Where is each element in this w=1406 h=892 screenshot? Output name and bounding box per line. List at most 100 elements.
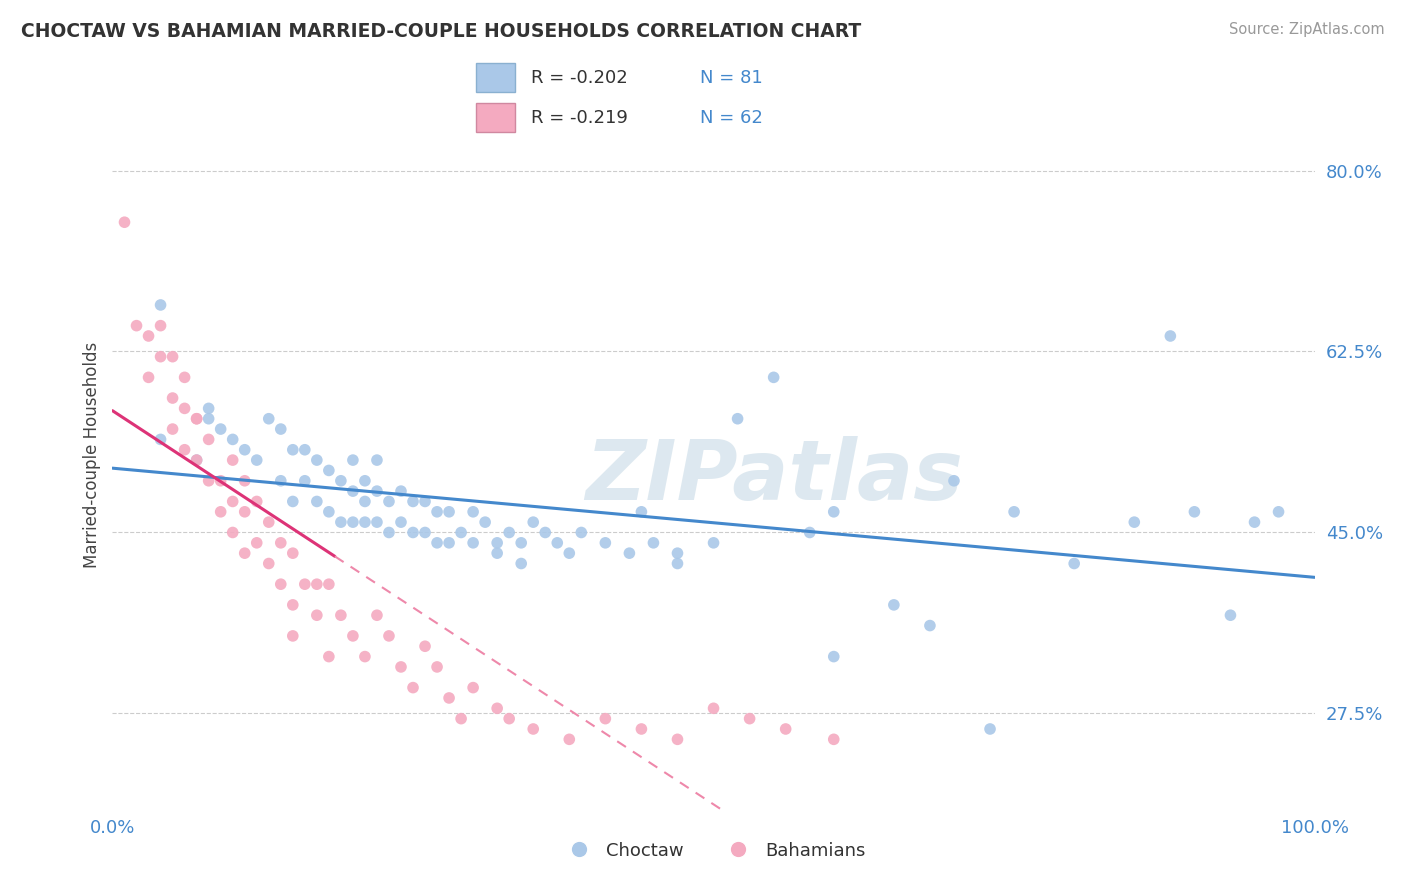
- Point: [558, 732, 581, 747]
- Point: [342, 629, 364, 643]
- Text: CHOCTAW VS BAHAMIAN MARRIED-COUPLE HOUSEHOLDS CORRELATION CHART: CHOCTAW VS BAHAMIAN MARRIED-COUPLE HOUSE…: [21, 22, 862, 41]
- Point: [233, 442, 256, 457]
- Point: [413, 525, 436, 540]
- Point: [246, 494, 269, 508]
- Point: [354, 649, 377, 664]
- Point: [389, 660, 412, 674]
- Text: Source: ZipAtlas.com: Source: ZipAtlas.com: [1229, 22, 1385, 37]
- Point: [305, 577, 328, 591]
- Point: [738, 712, 761, 726]
- Point: [318, 463, 340, 477]
- Point: [149, 350, 172, 364]
- Point: [413, 494, 436, 508]
- Point: [318, 577, 340, 591]
- Point: [522, 722, 544, 736]
- Point: [197, 411, 219, 425]
- Point: [558, 546, 581, 560]
- Point: [643, 536, 665, 550]
- Point: [149, 433, 172, 447]
- Point: [162, 422, 184, 436]
- Point: [149, 298, 172, 312]
- Point: [762, 370, 785, 384]
- Point: [510, 557, 533, 571]
- Point: [1063, 557, 1085, 571]
- Point: [727, 411, 749, 425]
- Point: [281, 629, 304, 643]
- Point: [366, 515, 388, 529]
- Point: [426, 536, 449, 550]
- Point: [437, 505, 460, 519]
- Point: [378, 525, 401, 540]
- Point: [1267, 505, 1289, 519]
- Point: [257, 411, 280, 425]
- Point: [281, 598, 304, 612]
- Point: [222, 525, 245, 540]
- Point: [173, 442, 195, 457]
- Point: [437, 690, 460, 705]
- Point: [270, 577, 292, 591]
- Text: N = 62: N = 62: [700, 109, 763, 127]
- Point: [270, 536, 292, 550]
- Point: [450, 712, 472, 726]
- Point: [305, 608, 328, 623]
- Point: [1002, 505, 1025, 519]
- Point: [510, 536, 533, 550]
- Point: [294, 577, 316, 591]
- Point: [209, 422, 232, 436]
- Point: [366, 453, 388, 467]
- Point: [619, 546, 641, 560]
- Point: [918, 618, 941, 632]
- Point: [979, 722, 1001, 736]
- Point: [378, 494, 401, 508]
- Point: [354, 474, 377, 488]
- Point: [522, 515, 544, 529]
- Point: [246, 536, 269, 550]
- Point: [1219, 608, 1241, 623]
- Point: [595, 712, 617, 726]
- Point: [222, 433, 245, 447]
- Point: [186, 453, 208, 467]
- Point: [498, 525, 520, 540]
- Point: [173, 370, 195, 384]
- Point: [474, 515, 496, 529]
- Point: [799, 525, 821, 540]
- Point: [342, 484, 364, 499]
- Point: [209, 474, 232, 488]
- Point: [630, 722, 652, 736]
- Point: [486, 536, 509, 550]
- Point: [294, 442, 316, 457]
- FancyBboxPatch shape: [475, 103, 515, 132]
- Point: [257, 515, 280, 529]
- Point: [569, 525, 592, 540]
- Point: [437, 536, 460, 550]
- Point: [378, 629, 401, 643]
- Point: [775, 722, 797, 736]
- Text: ZIPatlas: ZIPatlas: [585, 436, 963, 516]
- Point: [450, 525, 472, 540]
- Point: [257, 557, 280, 571]
- Point: [823, 649, 845, 664]
- Point: [546, 536, 568, 550]
- Point: [222, 453, 245, 467]
- Point: [125, 318, 148, 333]
- Point: [413, 639, 436, 653]
- Point: [209, 505, 232, 519]
- Point: [486, 546, 509, 560]
- Point: [281, 494, 304, 508]
- Point: [702, 701, 725, 715]
- Point: [942, 474, 965, 488]
- Point: [197, 401, 219, 416]
- Point: [402, 525, 425, 540]
- Point: [461, 536, 484, 550]
- Text: N = 81: N = 81: [700, 69, 763, 87]
- Point: [318, 505, 340, 519]
- Point: [666, 557, 689, 571]
- Point: [666, 732, 689, 747]
- Point: [389, 515, 412, 529]
- Point: [138, 329, 160, 343]
- Point: [498, 712, 520, 726]
- Point: [1123, 515, 1146, 529]
- Point: [426, 660, 449, 674]
- Point: [246, 453, 269, 467]
- Point: [666, 546, 689, 560]
